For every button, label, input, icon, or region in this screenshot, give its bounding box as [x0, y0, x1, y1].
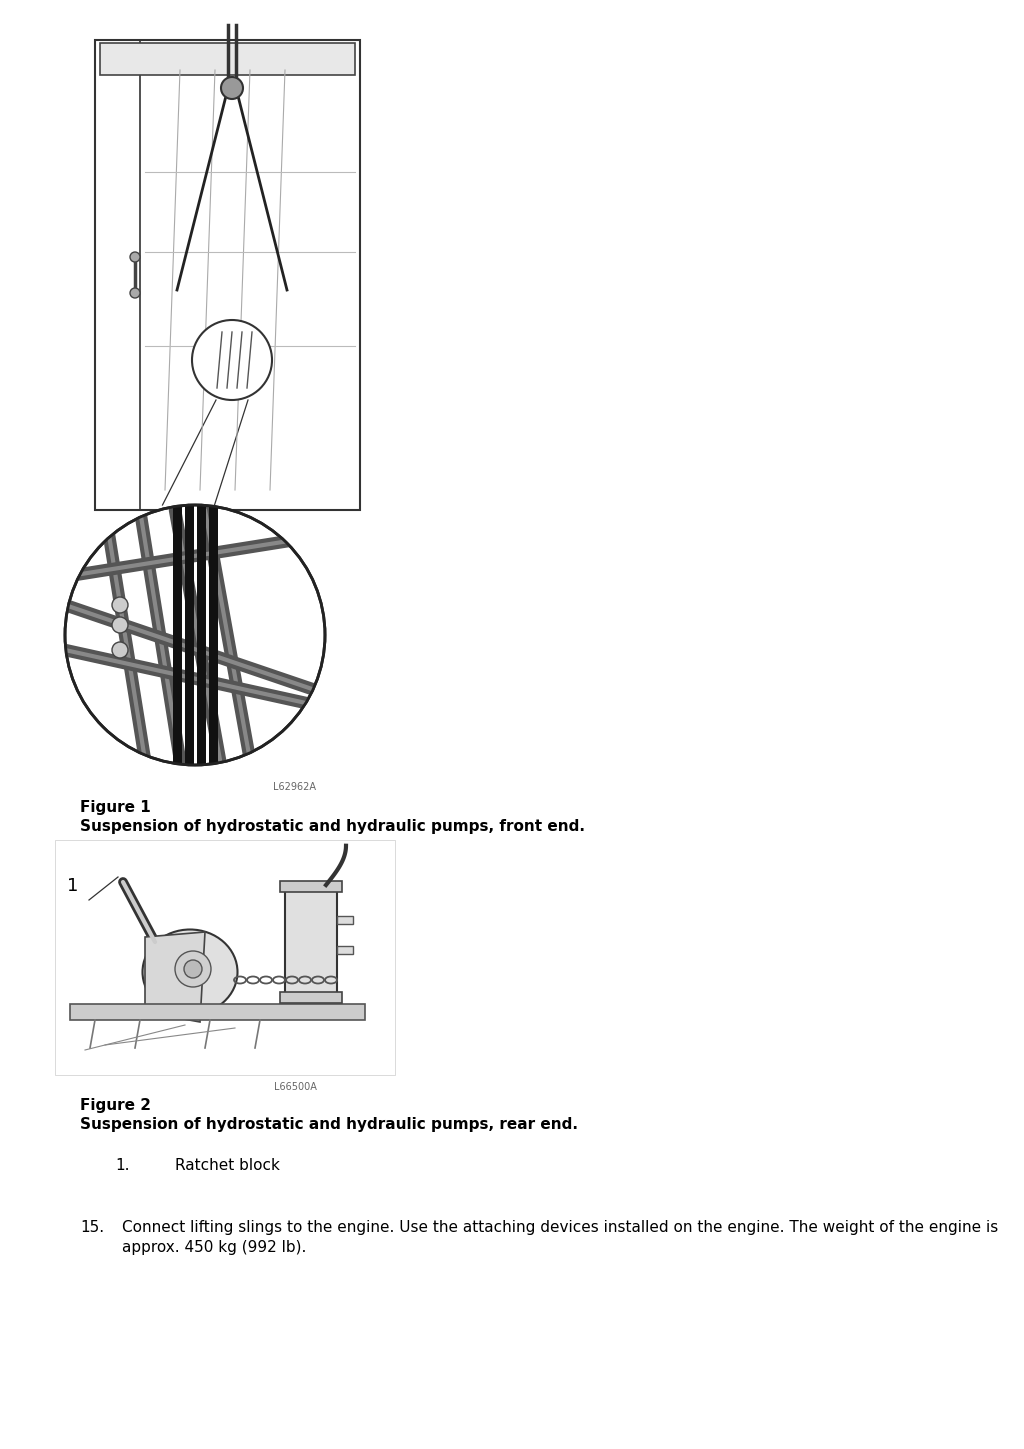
Circle shape — [221, 77, 243, 99]
Text: 15.: 15. — [80, 1220, 104, 1235]
Text: 1.: 1. — [115, 1158, 129, 1174]
Text: L66500A: L66500A — [273, 1082, 316, 1093]
Bar — [280, 993, 342, 1003]
Text: 1: 1 — [67, 877, 79, 895]
Bar — [285, 890, 337, 994]
Circle shape — [112, 617, 128, 633]
Text: Figure 2: Figure 2 — [80, 1098, 151, 1113]
Circle shape — [193, 320, 272, 400]
Bar — [197, 506, 206, 765]
Circle shape — [65, 506, 325, 765]
Text: Ratchet block: Ratchet block — [175, 1158, 280, 1174]
Text: Suspension of hydrostatic and hydraulic pumps, rear end.: Suspension of hydrostatic and hydraulic … — [80, 1117, 578, 1132]
Text: Suspension of hydrostatic and hydraulic pumps, front end.: Suspension of hydrostatic and hydraulic … — [80, 819, 585, 835]
Bar — [337, 946, 353, 953]
Bar — [55, 840, 395, 1075]
Text: Figure 1: Figure 1 — [80, 800, 151, 814]
Text: approx. 450 kg (992 lb).: approx. 450 kg (992 lb). — [122, 1240, 306, 1255]
Circle shape — [175, 951, 211, 987]
Bar — [70, 1004, 365, 1020]
Circle shape — [130, 252, 140, 262]
Text: Connect lifting slings to the engine. Use the attaching devices installed on the: Connect lifting slings to the engine. Us… — [122, 1220, 998, 1235]
Circle shape — [184, 961, 202, 978]
Circle shape — [130, 288, 140, 298]
Bar — [280, 881, 342, 893]
Bar — [337, 916, 353, 924]
Bar — [209, 506, 218, 765]
Bar — [100, 43, 355, 75]
Circle shape — [112, 642, 128, 658]
Bar — [95, 41, 360, 510]
Ellipse shape — [142, 929, 238, 1014]
Circle shape — [112, 597, 128, 613]
Bar — [185, 506, 194, 765]
Bar — [95, 41, 140, 510]
Bar — [173, 506, 182, 765]
Polygon shape — [145, 932, 205, 1022]
Text: L62962A: L62962A — [273, 782, 316, 793]
